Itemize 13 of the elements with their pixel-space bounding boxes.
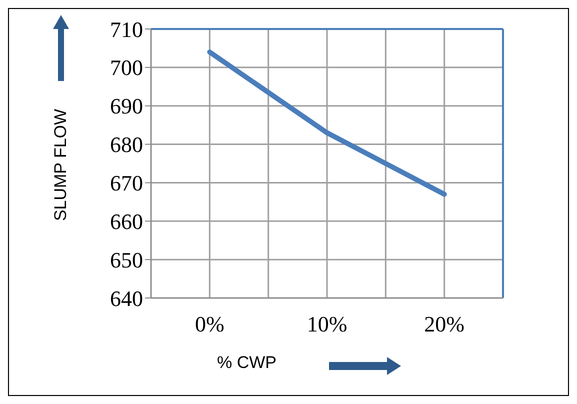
y-tick-label: 670 [110,170,143,196]
y-tick-label: 700 [110,55,143,80]
x-tick-label: 10% [306,312,348,337]
y-tick-label: 640 [110,286,143,311]
x-tick-label: 20% [424,312,464,337]
x-axis-title: % CWP [217,353,276,373]
y-tick-label: 690 [110,94,143,119]
y-axis-title: SLUMP FLOW [51,108,71,221]
y-tick-label: 660 [110,208,143,234]
y-tick-label: 710 [110,16,143,42]
x-tick-label: 0% [195,312,224,337]
y-tick-label: 650 [110,247,143,272]
y-tick-label: 680 [110,132,143,158]
